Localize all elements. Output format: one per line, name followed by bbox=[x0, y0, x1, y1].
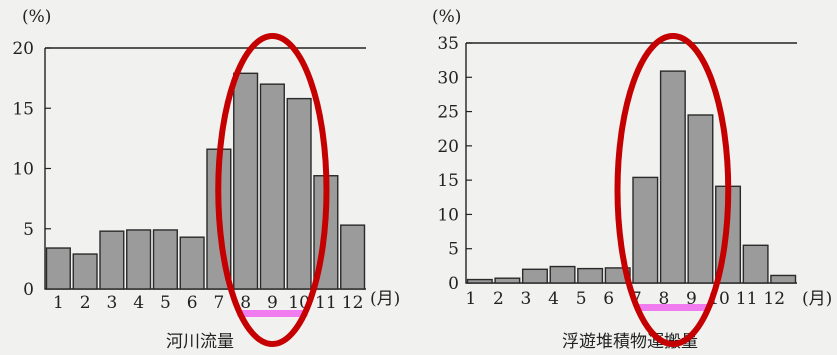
bar bbox=[577, 267, 604, 284]
highlight-underline bbox=[636, 304, 710, 311]
x-tick-label: 6 bbox=[187, 293, 198, 313]
highlight-ellipse bbox=[215, 33, 330, 347]
bar bbox=[259, 83, 285, 290]
bar bbox=[286, 97, 312, 290]
bar bbox=[99, 230, 125, 290]
y-tick-label: 25 bbox=[437, 103, 459, 123]
x-tick-label: 7 bbox=[213, 293, 224, 313]
y-tick-label: 5 bbox=[23, 220, 34, 240]
x-tick-label: 1 bbox=[53, 293, 64, 313]
bar bbox=[659, 70, 686, 284]
y-tick-label: 15 bbox=[437, 171, 459, 191]
bar bbox=[152, 229, 178, 290]
y-tick-label: 5 bbox=[448, 240, 459, 260]
x-tick-label: 5 bbox=[576, 289, 587, 309]
bar bbox=[770, 274, 797, 284]
y-tick-label: 0 bbox=[448, 274, 459, 294]
x-tick-label: 3 bbox=[106, 293, 117, 313]
x-tick-label: 1 bbox=[465, 289, 476, 309]
y-tick-label: 15 bbox=[12, 99, 34, 119]
y-tick-label: 10 bbox=[437, 205, 459, 225]
x-tick-label: 2 bbox=[80, 293, 91, 313]
x-tick-label: 8 bbox=[658, 289, 669, 309]
x-tick-label: 12 bbox=[342, 293, 364, 313]
chart-title: 河川流量 bbox=[166, 332, 234, 352]
y-tick-label: 0 bbox=[23, 280, 34, 300]
x-tick-label: 4 bbox=[548, 289, 559, 309]
bar bbox=[72, 253, 98, 290]
x-tick-label: 12 bbox=[763, 289, 785, 309]
annotation-layer bbox=[215, 33, 732, 347]
x-tick-label: 6 bbox=[603, 289, 614, 309]
bar bbox=[521, 268, 548, 284]
y-unit-label: (%) bbox=[432, 7, 461, 27]
x-tick-label: 9 bbox=[686, 289, 697, 309]
x-tick-label: 4 bbox=[133, 293, 144, 313]
bar bbox=[45, 247, 71, 290]
bar bbox=[549, 265, 576, 284]
x-tick-label: 9 bbox=[267, 293, 278, 313]
bar bbox=[494, 277, 521, 284]
y-tick-label: 20 bbox=[12, 39, 34, 59]
y-unit-label: (%) bbox=[22, 7, 51, 27]
bar bbox=[632, 176, 659, 284]
bar bbox=[340, 224, 366, 290]
x-tick-label: 3 bbox=[521, 289, 532, 309]
bar bbox=[466, 278, 493, 284]
y-tick-label: 20 bbox=[437, 137, 459, 157]
x-tick-label: 11 bbox=[736, 289, 758, 309]
bar bbox=[233, 72, 259, 290]
x-tick-label: 5 bbox=[160, 293, 171, 313]
bar bbox=[179, 236, 205, 290]
highlight-underline bbox=[237, 310, 308, 317]
y-tick-label: 30 bbox=[437, 68, 459, 88]
x-unit-label: (月) bbox=[370, 289, 400, 309]
x-tick-label: 2 bbox=[493, 289, 504, 309]
highlight-ellipse bbox=[614, 33, 732, 347]
bar bbox=[687, 114, 714, 284]
y-tick-label: 10 bbox=[12, 160, 34, 180]
y-tick-label: 35 bbox=[437, 34, 459, 54]
bar bbox=[742, 244, 769, 284]
bar bbox=[126, 229, 152, 290]
x-tick-label: 8 bbox=[240, 293, 251, 313]
x-unit-label: (月) bbox=[802, 289, 832, 309]
x-tick-label: 11 bbox=[315, 293, 337, 313]
chart-title: 浮遊堆積物運搬量 bbox=[562, 332, 698, 352]
